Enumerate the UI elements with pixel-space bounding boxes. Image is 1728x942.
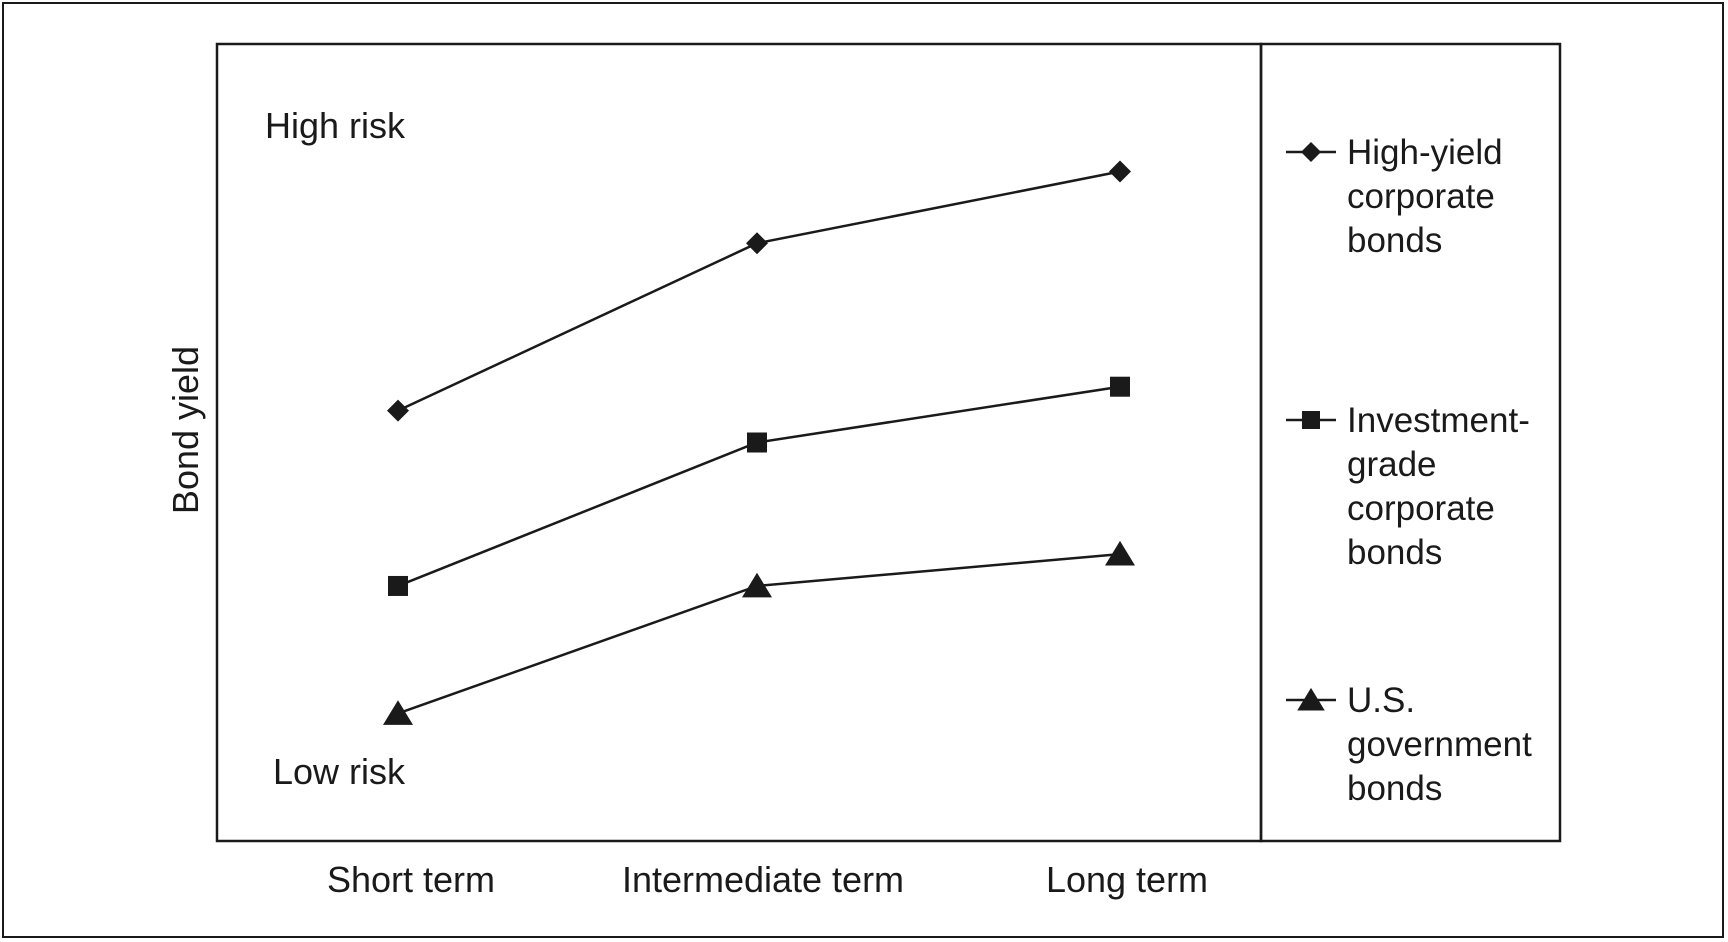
legend-label-line: bonds [1347,769,1442,808]
x-tick-label: Long term [1046,859,1208,900]
y-axis-label: Bond yield [165,346,206,514]
series-line [397,385,1121,588]
data-point-triangle [383,700,413,725]
legend-marker-triangle [1297,687,1325,711]
legend-layer: High-yieldcorporatebondsInvestment-grade… [1286,133,1532,808]
annotation-low-risk: Low risk [273,751,406,792]
legend-label-line: bonds [1347,221,1442,260]
legend-label-line: bonds [1347,533,1442,572]
data-point-diamond [387,399,409,422]
legend-label-line: High-yield [1347,133,1503,172]
legend-label-line: government [1347,725,1532,764]
legend-label-line: U.S. [1347,681,1415,720]
x-tick-label: Intermediate term [622,859,904,900]
data-point-diamond [746,232,768,255]
data-point-square [747,432,767,453]
series-line [397,170,1121,412]
legend-label-line: corporate [1347,177,1495,216]
series-square [388,376,1130,596]
legend-entry: High-yield corporate bonds [1286,133,1503,260]
annotation-high-risk: High risk [265,105,406,146]
data-point-square [388,575,408,596]
legend-label-line: Investment- [1347,401,1530,440]
series-triangle [383,540,1135,725]
data-point-square [1110,376,1130,397]
legend-entry: U.S. government bonds [1286,681,1532,808]
series-layer [383,160,1135,725]
legend-marker-diamond [1301,142,1321,162]
data-point-triangle [1105,540,1135,566]
legend-marker-square [1302,411,1320,429]
legend-label-line: grade [1347,445,1437,484]
legend-box [1259,42,1562,843]
data-point-triangle [742,572,772,598]
legend-entry: Investment-grade corporate bonds [1286,401,1530,572]
series-diamond [387,160,1131,422]
data-point-diamond [1109,160,1131,183]
plot-area [215,42,1263,843]
legend-label-line: corporate [1347,489,1495,528]
x-tick-label: Short term [327,859,495,900]
